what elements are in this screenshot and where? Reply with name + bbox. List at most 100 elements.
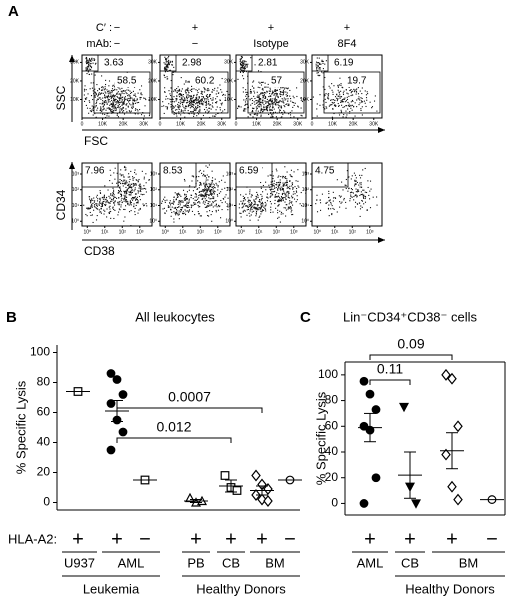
- event-dot: [104, 204, 107, 207]
- event-dot: [260, 109, 262, 111]
- event-dot: [114, 94, 116, 96]
- event-dot: [127, 106, 129, 108]
- event-dot: [109, 93, 111, 95]
- event-dot: [186, 206, 188, 208]
- event-dot: [102, 100, 104, 102]
- event-dot: [185, 102, 188, 104]
- event-dot: [193, 203, 196, 206]
- event-dot: [292, 188, 294, 190]
- event-dot: [237, 105, 240, 108]
- event-dot: [138, 178, 140, 181]
- event-dot: [98, 204, 100, 206]
- event-dot: [188, 198, 190, 200]
- event-dot: [182, 213, 185, 215]
- event-dot: [188, 209, 191, 211]
- event-dot: [109, 169, 111, 171]
- event-dot: [182, 105, 184, 107]
- event-dot: [343, 98, 346, 100]
- event-dot: [215, 102, 218, 104]
- event-dot: [125, 108, 127, 110]
- event-dot: [277, 96, 279, 98]
- event-dot: [244, 202, 246, 205]
- event-dot: [254, 201, 256, 203]
- event-dot: [167, 66, 169, 68]
- event-dot: [95, 102, 97, 105]
- event-dot: [109, 110, 112, 112]
- event-dot: [123, 113, 126, 115]
- event-dot: [116, 99, 119, 102]
- event-dot: [272, 177, 274, 180]
- event-dot: [171, 64, 174, 66]
- event-dot: [113, 172, 115, 174]
- event-dot: [209, 94, 211, 96]
- event-dot: [286, 183, 288, 186]
- event-dot: [269, 196, 271, 198]
- event-dot: [287, 208, 289, 210]
- event-dot: [245, 63, 247, 65]
- event-dot: [96, 215, 98, 217]
- data-point: [251, 469, 261, 482]
- event-dot: [116, 101, 118, 103]
- event-dot: [203, 183, 205, 185]
- event-dot: [86, 215, 88, 217]
- event-dot: [173, 66, 175, 68]
- event-dot: [257, 101, 259, 103]
- event-dot: [328, 196, 330, 198]
- gate: [171, 71, 229, 114]
- event-dot: [85, 68, 87, 70]
- event-dot: [103, 101, 105, 103]
- event-dot: [202, 189, 204, 191]
- event-dot: [271, 93, 273, 95]
- event-dot: [185, 210, 187, 212]
- event-dot: [182, 201, 184, 203]
- event-dot: [126, 200, 128, 202]
- event-dot: [241, 56, 243, 58]
- event-dot: [121, 104, 123, 106]
- event-dot: [260, 84, 263, 86]
- event-dot: [94, 94, 96, 96]
- tick-label: 20K: [273, 121, 283, 127]
- tick-label: 10⁰: [225, 219, 233, 225]
- event-dot: [199, 205, 201, 208]
- event-dot: [251, 194, 253, 196]
- event-dot: [91, 57, 93, 59]
- event-dot: [281, 98, 283, 100]
- event-dot: [279, 99, 281, 102]
- event-dot: [268, 184, 270, 186]
- event-dot: [361, 206, 363, 208]
- event-dot: [281, 197, 283, 199]
- event-dot: [101, 202, 104, 204]
- label-bg: [332, 57, 358, 69]
- event-dot: [280, 199, 282, 201]
- event-dot: [338, 195, 340, 197]
- event-dot: [108, 107, 110, 109]
- event-dot: [316, 199, 318, 201]
- event-dot: [199, 169, 201, 171]
- event-dot: [362, 169, 364, 171]
- event-dot: [109, 208, 111, 210]
- event-dot: [116, 182, 118, 184]
- tick-label: 10³: [214, 229, 222, 235]
- event-dot: [193, 115, 195, 117]
- event-dot: [171, 202, 173, 204]
- event-dot: [109, 108, 111, 111]
- event-dot: [257, 106, 259, 108]
- event-dot: [212, 196, 214, 198]
- event-dot: [176, 95, 178, 97]
- event-dot: [358, 96, 360, 98]
- event-dot: [122, 180, 124, 182]
- y-tick-label: 0: [331, 496, 338, 510]
- event-dot: [278, 196, 281, 198]
- event-dot: [228, 94, 230, 96]
- event-dot: [168, 64, 170, 66]
- event-dot: [104, 199, 106, 201]
- event-dot: [178, 113, 180, 115]
- event-dot: [107, 92, 109, 94]
- event-dot: [210, 189, 212, 191]
- event-dot: [196, 93, 198, 95]
- event-dot: [180, 109, 182, 111]
- event-dot: [119, 111, 121, 114]
- event-dot: [113, 97, 115, 100]
- event-dot: [130, 190, 132, 192]
- event-dot: [250, 207, 252, 209]
